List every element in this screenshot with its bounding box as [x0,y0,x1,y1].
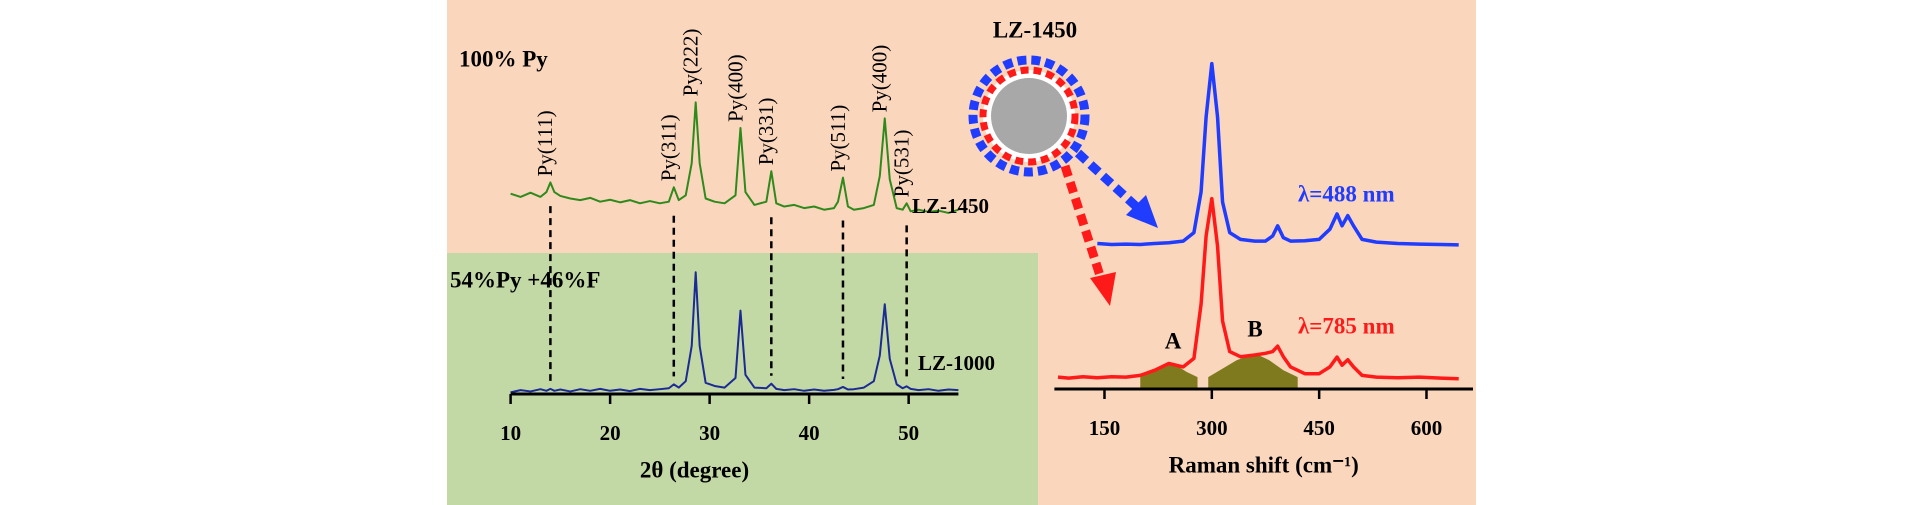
x-tick-label: 20 [600,421,621,445]
peak-label: Py(311) [657,114,681,181]
peak-label: Py(511) [826,105,850,172]
peak-label: Py(400) [723,54,747,122]
x-axis-title: 2θ (degree) [640,457,749,482]
green-panel [447,253,1038,505]
core [991,78,1067,154]
inset-label: LZ-1450 [993,17,1077,42]
x-tick-label: 50 [898,421,919,445]
fill-label: B [1247,316,1262,341]
peak-label: Py(531) [889,130,913,198]
peak-label: Py(331) [754,98,778,166]
spectrum-line [510,101,959,214]
series-label: LZ-1000 [918,351,995,375]
series-label: λ=785 nm [1298,313,1395,338]
blue-arrow-shaft [1074,149,1144,214]
x-tick-label: 150 [1089,416,1121,440]
fill-label: A [1165,328,1182,353]
particle-diagram [968,55,1158,306]
x-axis-title: Raman shift (cm⁻¹) [1169,452,1359,477]
x-tick-label: 450 [1303,416,1335,440]
peak-label: Py(111) [533,110,557,176]
x-tick-label: 300 [1196,416,1228,440]
fill-peak [1208,355,1298,389]
x-tick-label: 40 [799,421,820,445]
spectrum-line [1097,61,1459,247]
series-label: λ=488 nm [1298,181,1395,206]
outer-ring [968,55,1090,177]
spectrum-line [510,271,959,394]
red-arrow-shaft [1060,164,1107,284]
red-arrow-head [1090,272,1116,306]
spectrum-line [1057,196,1459,381]
series-label: LZ-1450 [912,194,989,218]
peak-label: Py(400) [868,45,892,113]
x-tick-label: 10 [500,421,521,445]
sample-label: 100% Py [459,46,548,71]
x-tick-label: 600 [1411,416,1443,440]
sample-label: 54%Py +46%F [450,267,600,292]
blue-arrow-head [1126,195,1158,228]
peak-label: Py(222) [679,29,703,97]
x-tick-label: 30 [699,421,720,445]
